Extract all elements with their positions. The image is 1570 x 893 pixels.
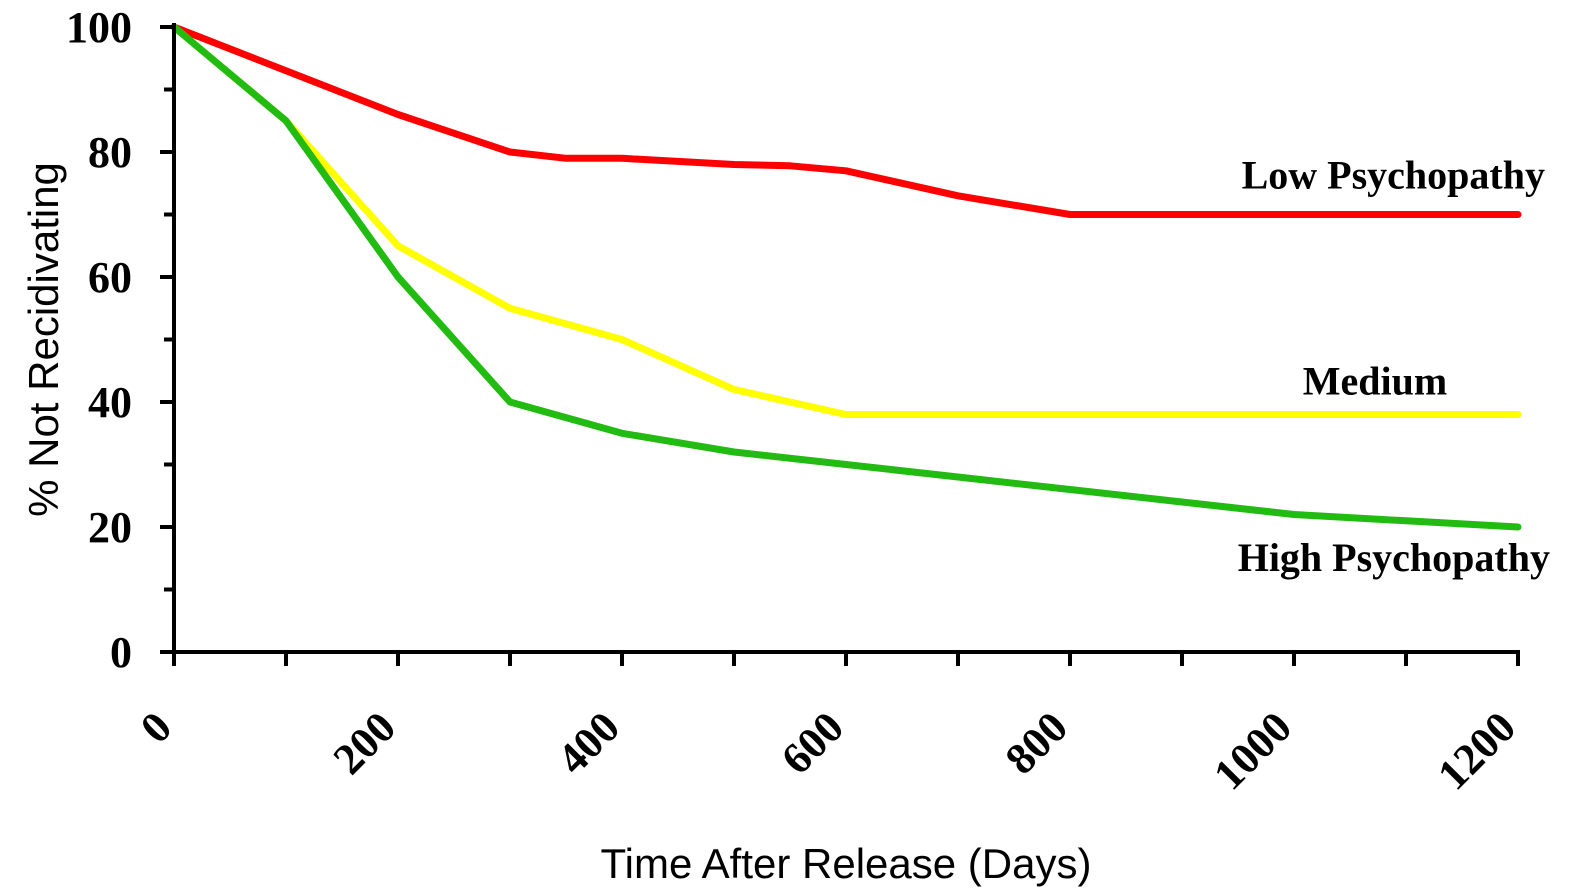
series-label-high: High Psychopathy	[1238, 535, 1550, 580]
axes-layer	[160, 23, 1520, 666]
x-tick-label: 400	[548, 702, 629, 783]
y-tick-label: 20	[88, 503, 132, 552]
y-axis-title: % Not Recidivating	[20, 162, 67, 517]
y-tick-label: 40	[88, 378, 132, 427]
x-axis-title: Time After Release (Days)	[601, 840, 1092, 887]
series-label-medium: Medium	[1303, 359, 1447, 404]
y-tick-label: 100	[66, 3, 132, 52]
series-label-low: Low Psychopathy	[1242, 153, 1545, 198]
y-tick-label: 60	[88, 253, 132, 302]
series-labels: Low Psychopathy Medium High Psychopathy	[1238, 153, 1550, 581]
y-tick-label: 80	[88, 128, 132, 177]
y-tick-label: 0	[110, 628, 132, 677]
x-tick-label: 0	[131, 702, 181, 752]
x-tick-label: 1200	[1428, 702, 1525, 799]
x-tick-label: 200	[324, 702, 405, 783]
x-tick-label: 800	[996, 702, 1077, 783]
series-line-low	[170, 23, 1522, 218]
series-line-high	[170, 23, 1522, 531]
x-tick-label: 1000	[1204, 702, 1301, 799]
series-layer	[170, 23, 1522, 531]
x-tick-label: 600	[772, 702, 853, 783]
series-line-medium	[170, 23, 1522, 418]
